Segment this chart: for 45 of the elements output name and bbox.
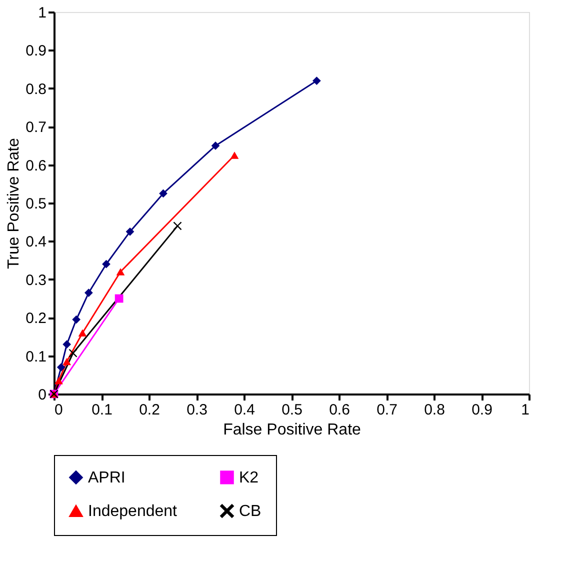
- y-tick-label: 0.2: [26, 310, 46, 328]
- point: [159, 189, 168, 198]
- y-tick-label: 1: [38, 4, 46, 22]
- point: [72, 315, 81, 324]
- point: [116, 268, 125, 276]
- x-tick-label: 0.6: [329, 402, 350, 418]
- y-axis-title: True Positive Rate: [6, 138, 23, 270]
- point: [114, 294, 124, 303]
- x-tick-label: 1: [521, 402, 530, 418]
- point: [84, 288, 93, 297]
- y-tick-label: 0.8: [26, 80, 46, 98]
- point: [102, 260, 110, 268]
- y-tick-label: 0.1: [26, 348, 46, 366]
- y-tick-label: 0: [38, 386, 46, 404]
- x-tick-label: 0.2: [139, 402, 160, 418]
- y-tick-label: 0.3: [26, 272, 46, 289]
- point: [62, 358, 72, 366]
- y-tick-label: 0.5: [26, 196, 46, 212]
- y-tick-label: 0.7: [26, 119, 46, 136]
- legend-label: K2: [239, 469, 259, 486]
- legend-label: Independent: [88, 503, 178, 520]
- point: [126, 227, 134, 236]
- y-tick-label: 0.4: [26, 234, 46, 251]
- y-tick-label: 0.6: [26, 157, 46, 174]
- y-tick-label: 0.9: [26, 42, 46, 60]
- x-tick-label: 0.3: [186, 402, 208, 418]
- x-tick-label: 0.7: [376, 402, 398, 418]
- point: [78, 329, 87, 337]
- point: [68, 348, 78, 358]
- point: [54, 377, 63, 384]
- x-tick-label: 0.5: [282, 402, 302, 418]
- point: [230, 152, 239, 159]
- x-tick-label: 0: [54, 402, 63, 418]
- x-tick-label: 0.8: [424, 402, 445, 418]
- point: [312, 76, 321, 85]
- point: [211, 142, 220, 150]
- point: [62, 340, 72, 349]
- x-tick-label: 0.4: [234, 402, 255, 418]
- point: [173, 222, 182, 230]
- x-axis-title: False Positive Rate: [223, 422, 362, 438]
- legend-label: APRI: [88, 469, 126, 486]
- x-tick-label: 0.9: [472, 402, 492, 418]
- x-tick-label: 0.1: [92, 402, 112, 418]
- legend-label: CB: [239, 503, 262, 520]
- point: [56, 363, 66, 372]
